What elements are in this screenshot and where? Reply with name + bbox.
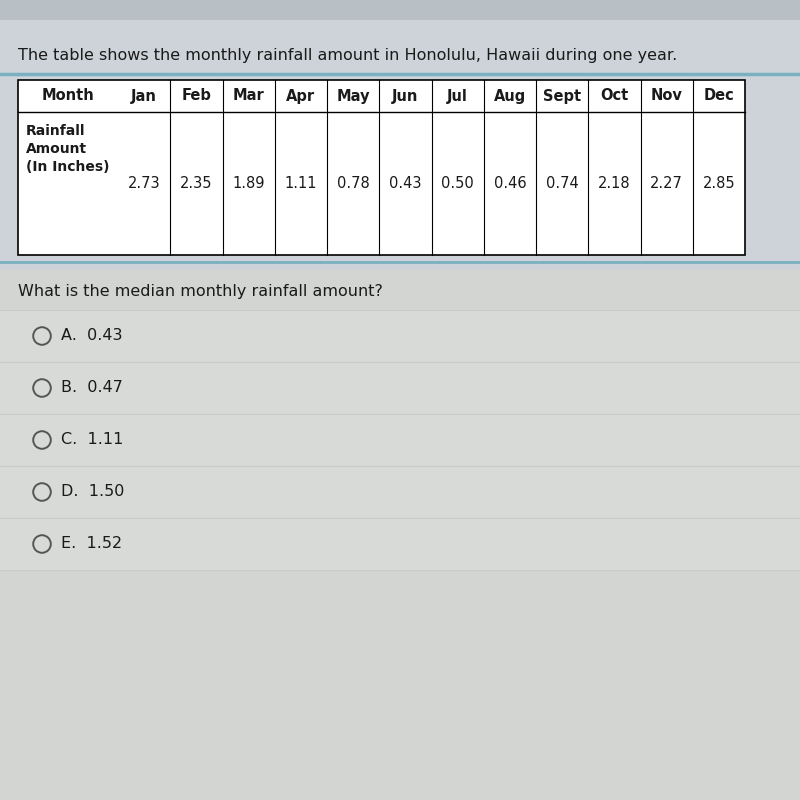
Bar <box>0 466 800 518</box>
Bar <box>0 0 800 20</box>
Text: A.  0.43: A. 0.43 <box>61 329 122 343</box>
Text: 0.43: 0.43 <box>389 176 422 191</box>
Text: May: May <box>336 89 370 103</box>
Text: Oct: Oct <box>600 89 629 103</box>
Text: Month: Month <box>42 89 94 103</box>
Text: Dec: Dec <box>703 89 734 103</box>
Text: 0.50: 0.50 <box>442 176 474 191</box>
Text: 0.46: 0.46 <box>494 176 526 191</box>
Text: Nov: Nov <box>650 89 682 103</box>
Text: Rainfall
Amount
(In Inches): Rainfall Amount (In Inches) <box>26 124 110 174</box>
Bar <box>0 414 800 466</box>
Text: Aug: Aug <box>494 89 526 103</box>
Text: The table shows the monthly rainfall amount in Honolulu, Hawaii during one year.: The table shows the monthly rainfall amo… <box>18 48 678 63</box>
Text: Jun: Jun <box>392 89 418 103</box>
Text: Sept: Sept <box>543 89 581 103</box>
Text: Apr: Apr <box>286 89 315 103</box>
Text: C.  1.11: C. 1.11 <box>61 433 123 447</box>
Text: 1.89: 1.89 <box>232 176 265 191</box>
Text: Jul: Jul <box>447 89 468 103</box>
Bar <box>0 20 800 270</box>
Text: D.  1.50: D. 1.50 <box>61 485 124 499</box>
Bar <box>0 310 800 362</box>
Text: 2.35: 2.35 <box>180 176 213 191</box>
Text: 2.27: 2.27 <box>650 176 683 191</box>
Text: 0.78: 0.78 <box>337 176 370 191</box>
Bar <box>0 270 800 800</box>
Text: Feb: Feb <box>182 89 211 103</box>
Text: Mar: Mar <box>233 89 265 103</box>
Text: E.  1.52: E. 1.52 <box>61 537 122 551</box>
Text: What is the median monthly rainfall amount?: What is the median monthly rainfall amou… <box>18 284 383 299</box>
Bar <box>0 362 800 414</box>
Bar <box>18 80 745 255</box>
Text: 2.73: 2.73 <box>128 176 161 191</box>
Text: 2.18: 2.18 <box>598 176 630 191</box>
Text: 1.11: 1.11 <box>285 176 317 191</box>
Text: 0.74: 0.74 <box>546 176 578 191</box>
Text: 2.85: 2.85 <box>702 176 735 191</box>
Text: Jan: Jan <box>131 89 157 103</box>
Bar <box>0 518 800 570</box>
Text: B.  0.47: B. 0.47 <box>61 381 122 395</box>
